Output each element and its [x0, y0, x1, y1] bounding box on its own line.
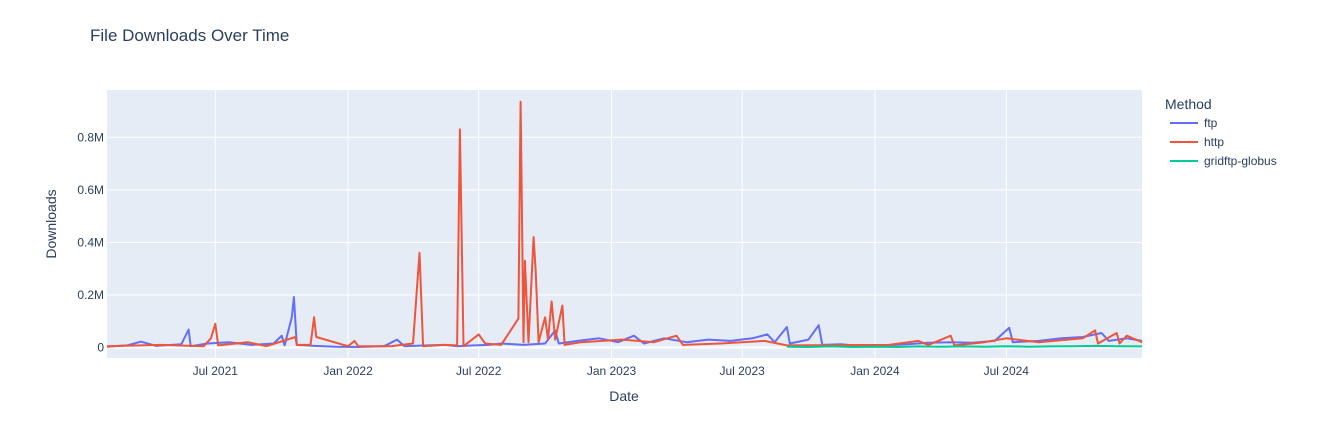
series-line-gridftp-globus[interactable]	[786, 344, 1143, 348]
tick-labels: Jul 2021 Jan 2022 Jul 2022 Jan 2023 Jul 2023…	[77, 130, 1029, 378]
legend-item-ftp[interactable]: ftp	[1170, 116, 1218, 130]
y-tick-label: 0.2M	[77, 288, 104, 302]
y-tick-label: 0	[97, 340, 104, 354]
series-line-http[interactable]	[106, 100, 1143, 348]
legend-label-gridftp-globus: gridftp-globus	[1204, 154, 1277, 168]
x-tick-label: Jan 2023	[587, 364, 637, 378]
x-tick-label: Jul 2023	[719, 364, 765, 378]
series-line-ftp[interactable]	[106, 296, 1143, 348]
y-tick-label: 0.6M	[77, 183, 104, 197]
legend: Method ftp http gridftp-globus	[1165, 96, 1277, 168]
x-tick-label: Jul 2021	[193, 364, 239, 378]
legend-label-ftp: ftp	[1204, 116, 1218, 130]
legend-label-http: http	[1204, 135, 1224, 149]
y-tick-label: 0.4M	[77, 235, 104, 249]
y-axis-title: Downloads	[43, 189, 59, 258]
legend-item-gridftp-globus[interactable]: gridftp-globus	[1170, 154, 1277, 168]
legend-title: Method	[1165, 96, 1212, 112]
plot-background	[107, 90, 1142, 358]
legend-item-http[interactable]: http	[1170, 135, 1224, 149]
y-tick-label: 0.8M	[77, 130, 104, 144]
x-tick-label: Jul 2024	[984, 364, 1030, 378]
x-tick-label: Jul 2022	[456, 364, 502, 378]
x-axis-title: Date	[609, 388, 639, 404]
x-tick-label: Jan 2022	[323, 364, 373, 378]
series-lines	[106, 100, 1143, 348]
x-tick-label: Jan 2024	[850, 364, 900, 378]
chart-title: File Downloads Over Time	[90, 26, 289, 45]
